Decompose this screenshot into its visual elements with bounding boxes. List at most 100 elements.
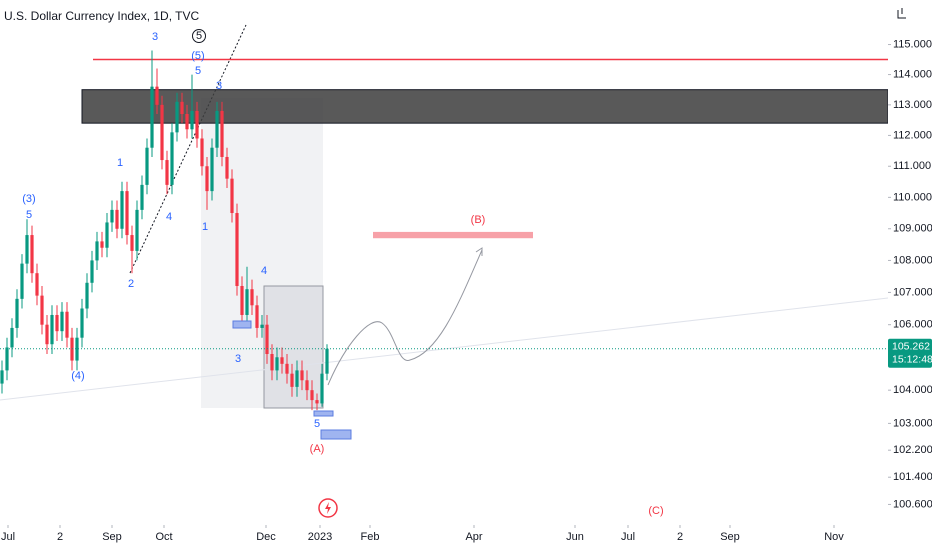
candle-body: [170, 132, 174, 185]
y-tick-label: 108.000: [893, 254, 932, 266]
wave-label: 3: [152, 31, 158, 43]
candle-body: [145, 147, 149, 185]
candle-body: [5, 347, 9, 371]
candle-body: [60, 311, 64, 332]
candle-body: [290, 373, 294, 387]
candle-body: [85, 282, 89, 309]
wave-circle: [192, 29, 206, 43]
candle-body: [255, 305, 259, 328]
wave-label: (A): [310, 443, 325, 455]
dotted-trendline: [129, 24, 247, 274]
candle-body: [215, 110, 219, 148]
candle-body: [45, 324, 49, 345]
x-tick-label: Feb: [361, 531, 380, 543]
y-tick-label: 111.000: [893, 160, 931, 172]
marker-box: [232, 320, 252, 329]
projection-arrow: [475, 247, 483, 256]
candle-body: [160, 104, 164, 161]
last-price-box: [888, 338, 932, 368]
y-tick-label: 102.200: [893, 444, 932, 456]
candle-body: [110, 209, 114, 223]
candle-body: [0, 370, 4, 384]
marker-box: [313, 410, 334, 417]
candle-body: [325, 348, 329, 374]
y-tick-label: 112.000: [893, 129, 932, 141]
countdown-label: 15:12:48: [892, 353, 932, 365]
candle-body: [220, 110, 224, 157]
candle-body: [100, 241, 104, 248]
wave-label: (B): [471, 214, 486, 226]
candle-body: [270, 354, 274, 371]
event-icon-bolt: [325, 502, 331, 514]
x-tick-label: Sep: [720, 531, 740, 543]
candle-body: [200, 138, 204, 167]
wave-label: 5: [314, 418, 320, 430]
candle-body: [175, 101, 179, 133]
y-tick-label: 110.000: [893, 191, 932, 203]
x-tick-label: Apr: [465, 531, 482, 543]
candle-body: [240, 285, 244, 315]
candle-body: [130, 235, 134, 251]
candle-body: [315, 400, 319, 404]
wave-label: 4: [261, 265, 267, 277]
candle-body: [155, 86, 159, 105]
wave-label: 5: [195, 65, 201, 77]
correction-box: [263, 285, 324, 409]
wave-label: (5): [191, 50, 204, 62]
wave-label: 1: [202, 221, 208, 233]
x-tick-label: Nov: [824, 531, 844, 543]
candle-body: [10, 327, 14, 348]
marker-box: [320, 429, 352, 440]
candle-body: [210, 147, 214, 192]
candle-body: [55, 314, 59, 332]
x-tick-label: 2: [677, 531, 683, 543]
y-tick-label: 104.000: [893, 384, 932, 396]
candle-body: [245, 289, 249, 315]
candle-body: [180, 101, 184, 114]
candle-body: [310, 390, 314, 401]
candle-body: [280, 357, 284, 364]
candle-body: [140, 184, 144, 210]
x-tick-label: Jul: [1, 531, 15, 543]
candle-body: [35, 273, 39, 296]
y-tick-label: 109.000: [893, 223, 932, 235]
candle-body: [30, 235, 34, 274]
y-tick-label: 103.000: [893, 417, 932, 429]
candle-body: [115, 209, 119, 229]
candle-body: [195, 110, 199, 139]
wave-label: (C): [648, 505, 663, 517]
candle-body: [190, 110, 194, 130]
settings-glyph: [897, 8, 906, 19]
candle-body: [40, 295, 44, 325]
candle-body: [320, 373, 324, 404]
resistance-zone: [81, 89, 889, 124]
candle-body: [250, 289, 254, 306]
wave-label: (3): [22, 193, 35, 205]
x-tick-label: 2: [57, 531, 63, 543]
x-tick-label: 2023: [308, 531, 332, 543]
wave-label: (4): [71, 370, 84, 382]
candle-body: [295, 370, 299, 387]
candle-body: [135, 209, 139, 251]
wave-label: 5: [196, 30, 202, 42]
y-tick-label: 100.600: [893, 498, 932, 510]
wave-label: 3: [235, 353, 241, 365]
candle-body: [285, 363, 289, 374]
candle-body: [25, 235, 29, 264]
x-tick-label: Jun: [566, 531, 584, 543]
last-price-label: 105.262: [892, 340, 930, 352]
wave-label: 1: [117, 157, 123, 169]
candle-body: [95, 241, 99, 261]
wave-label: 3: [216, 80, 222, 92]
candle-body: [260, 324, 264, 328]
wave-label: 2: [128, 278, 134, 290]
x-tick-label: Sep: [102, 531, 122, 543]
y-tick-label: 115.000: [893, 38, 932, 50]
x-tick-label: Dec: [256, 531, 276, 543]
candle-body: [80, 308, 84, 338]
wave-label: 5: [26, 209, 32, 221]
x-tick-label: Jul: [621, 531, 635, 543]
candle-body: [265, 324, 269, 355]
